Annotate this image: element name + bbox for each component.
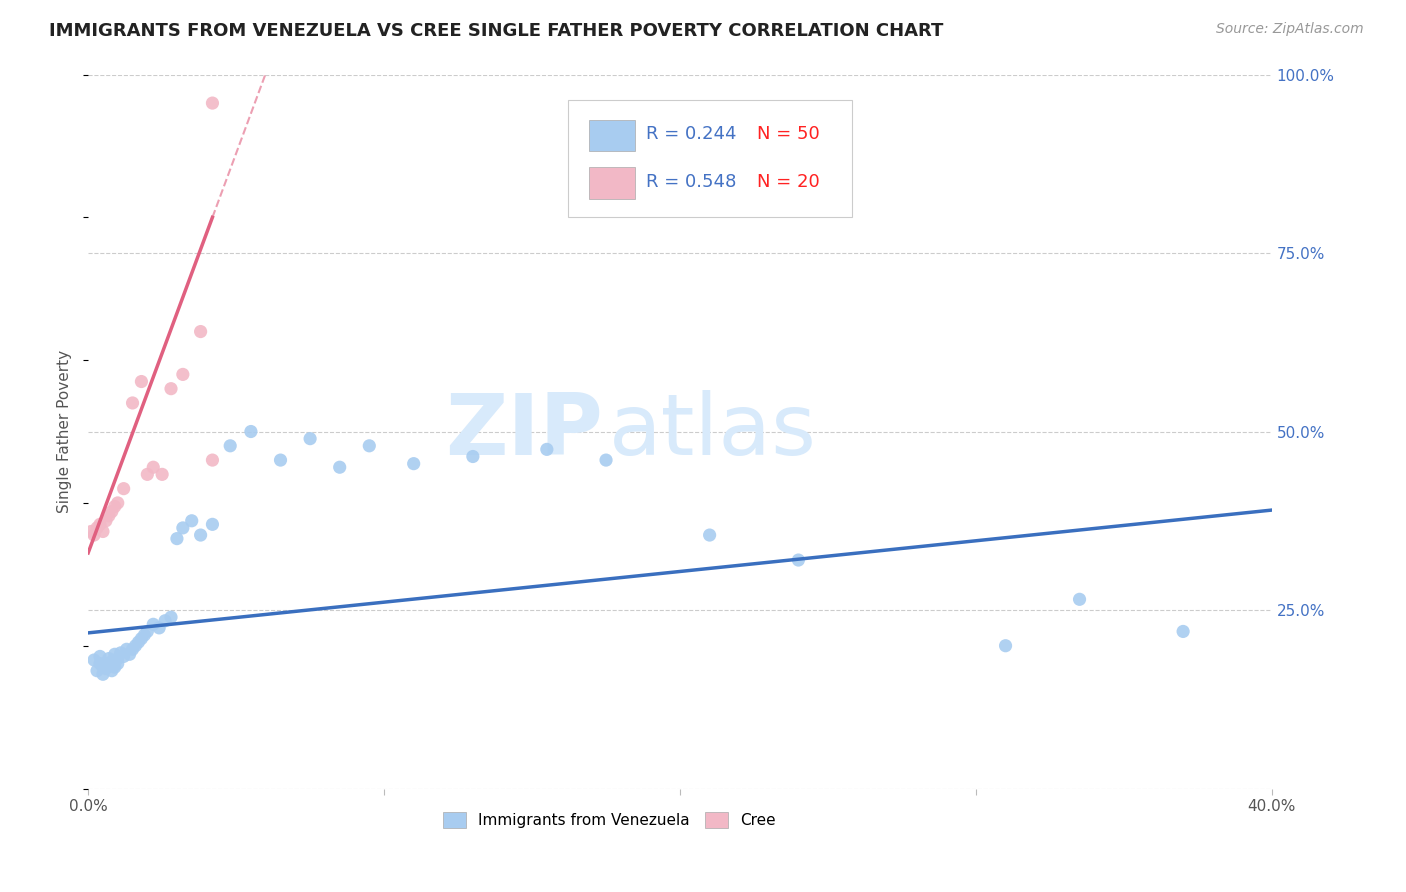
Text: ZIP: ZIP — [446, 390, 603, 473]
Point — [107, 651, 129, 665]
Point — [994, 639, 1017, 653]
Point — [101, 655, 124, 669]
Point — [180, 514, 202, 528]
Point — [101, 504, 124, 518]
Point — [299, 432, 322, 446]
Point — [91, 524, 114, 539]
Point — [166, 532, 188, 546]
Point — [402, 457, 425, 471]
Legend: Immigrants from Venezuela, Cree: Immigrants from Venezuela, Cree — [436, 806, 782, 834]
Point — [118, 648, 141, 662]
Point — [1171, 624, 1194, 639]
Point — [94, 657, 117, 671]
Point — [101, 664, 124, 678]
Point — [160, 610, 183, 624]
Point — [80, 524, 103, 539]
Point — [121, 396, 143, 410]
Point — [91, 660, 114, 674]
Point — [190, 325, 212, 339]
Point — [148, 621, 170, 635]
Point — [127, 635, 149, 649]
Y-axis label: Single Father Poverty: Single Father Poverty — [58, 350, 72, 513]
Point — [112, 649, 135, 664]
Point — [136, 624, 159, 639]
Point — [104, 500, 127, 514]
Point — [97, 651, 120, 665]
Point — [160, 382, 183, 396]
FancyBboxPatch shape — [589, 120, 636, 151]
Point — [153, 614, 176, 628]
FancyBboxPatch shape — [568, 100, 852, 218]
Point — [595, 453, 617, 467]
Point — [89, 649, 111, 664]
Point — [239, 425, 262, 439]
Point — [201, 517, 224, 532]
Point — [107, 496, 129, 510]
Point — [110, 646, 132, 660]
Point — [107, 657, 129, 671]
Text: N = 50: N = 50 — [756, 125, 820, 143]
Point — [134, 628, 156, 642]
Point — [142, 617, 165, 632]
Point — [201, 96, 224, 111]
Point — [83, 653, 105, 667]
Text: Source: ZipAtlas.com: Source: ZipAtlas.com — [1216, 22, 1364, 37]
Point — [190, 528, 212, 542]
Point — [172, 521, 194, 535]
Point — [89, 517, 111, 532]
Point — [270, 453, 292, 467]
Point — [121, 642, 143, 657]
Point — [461, 450, 484, 464]
Point — [142, 460, 165, 475]
Point — [91, 667, 114, 681]
Point — [104, 648, 127, 662]
Point — [787, 553, 810, 567]
Point — [150, 467, 173, 482]
Point — [83, 528, 105, 542]
Point — [172, 368, 194, 382]
Point — [89, 657, 111, 671]
Point — [97, 658, 120, 673]
FancyBboxPatch shape — [589, 168, 636, 199]
Point — [219, 439, 242, 453]
Point — [131, 375, 153, 389]
Point — [86, 664, 108, 678]
Point — [131, 632, 153, 646]
Text: N = 20: N = 20 — [756, 173, 820, 191]
Text: atlas: atlas — [609, 390, 817, 473]
Point — [359, 439, 381, 453]
Point — [112, 482, 135, 496]
Point — [86, 521, 108, 535]
Point — [699, 528, 721, 542]
Point — [1069, 592, 1091, 607]
Point — [201, 453, 224, 467]
Point — [136, 467, 159, 482]
Text: R = 0.244: R = 0.244 — [645, 125, 737, 143]
Point — [536, 442, 558, 457]
Point — [94, 514, 117, 528]
Point — [104, 660, 127, 674]
Point — [124, 639, 146, 653]
Point — [94, 662, 117, 676]
Text: IMMIGRANTS FROM VENEZUELA VS CREE SINGLE FATHER POVERTY CORRELATION CHART: IMMIGRANTS FROM VENEZUELA VS CREE SINGLE… — [49, 22, 943, 40]
Text: R = 0.548: R = 0.548 — [645, 173, 737, 191]
Point — [97, 508, 120, 523]
Point — [115, 642, 138, 657]
Point — [329, 460, 352, 475]
